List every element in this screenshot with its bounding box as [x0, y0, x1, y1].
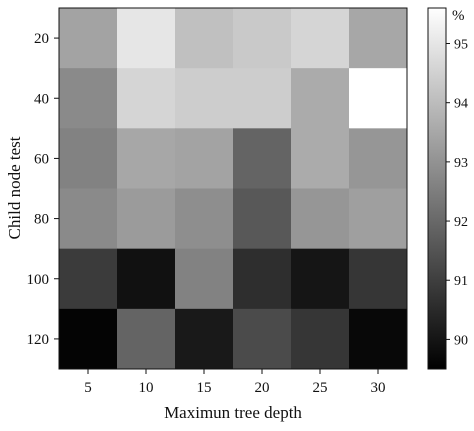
x-axis-ticks: 5 10 15 20 25 30	[84, 369, 386, 396]
colorbar-ticks: 90 91 92 93 94 95	[446, 38, 468, 348]
heatmap-cell	[117, 128, 176, 189]
colorbar-unit-label: %	[452, 8, 465, 24]
y-tick-label: 40	[34, 91, 49, 107]
heatmap-cell	[59, 8, 118, 69]
heatmap-cell	[59, 128, 118, 189]
x-tick-label: 20	[255, 380, 270, 396]
colorbar-tick-label: 94	[454, 97, 468, 112]
heatmap-cell	[349, 68, 408, 129]
colorbar-tick-label: 95	[454, 38, 468, 53]
heatmap-cell	[175, 128, 234, 189]
x-tick-label: 30	[371, 380, 386, 396]
heatmap-cell	[117, 188, 176, 250]
heatmap-cell	[175, 68, 234, 129]
y-tick-label: 20	[34, 31, 49, 47]
y-axis-title: Child node test	[5, 136, 24, 239]
heatmap-cell	[59, 188, 118, 250]
heatmap-cell	[291, 188, 350, 250]
x-tick-label: 15	[197, 380, 212, 396]
heatmap-cell	[233, 8, 292, 69]
heatmap-cell	[175, 188, 234, 250]
heatmap-cell	[349, 188, 408, 250]
y-axis-ticks: 20 40 60 80 100 120	[27, 31, 59, 348]
heatmap-cell	[175, 248, 234, 310]
heatmap-cell	[59, 68, 118, 129]
heatmap-cell	[233, 128, 292, 189]
heatmap-cell	[349, 308, 408, 370]
colorbar	[427, 7, 447, 370]
heatmap-cell	[233, 68, 292, 129]
heatmap-cells	[59, 8, 408, 370]
x-axis-title: Maximun tree depth	[164, 403, 302, 422]
heatmap-cell	[117, 8, 176, 69]
heatmap-cell	[233, 248, 292, 310]
plot-frame	[58, 7, 408, 370]
y-tick-label: 120	[27, 332, 50, 348]
heatmap-cell	[59, 308, 118, 370]
heatmap-cell	[59, 248, 118, 310]
colorbar-tick-label: 92	[454, 215, 468, 230]
heatmap-cell	[349, 8, 408, 69]
heatmap-cell	[291, 308, 350, 370]
colorbar-tick-label: 91	[454, 274, 468, 289]
heatmap-cell	[233, 308, 292, 370]
heatmap-cell	[117, 248, 176, 310]
heatmap-cell	[175, 8, 234, 69]
y-tick-label: 80	[34, 212, 49, 228]
heatmap-cell	[175, 308, 234, 370]
colorbar-tick-label: 93	[454, 156, 468, 171]
x-tick-label: 10	[139, 380, 154, 396]
heatmap-cell	[291, 128, 350, 189]
x-tick-label: 25	[313, 380, 328, 396]
heatmap-cell	[291, 68, 350, 129]
y-tick-label: 100	[27, 272, 50, 288]
heatmap-cell	[117, 308, 176, 370]
heatmap-cell	[117, 68, 176, 129]
y-tick-label: 60	[34, 151, 49, 167]
x-tick-label: 5	[84, 380, 92, 396]
heatmap-cell	[291, 8, 350, 69]
heatmap-cell	[349, 248, 408, 310]
colorbar-tick-label: 90	[454, 333, 468, 348]
heatmap-cell	[291, 248, 350, 310]
heatmap-cell	[349, 128, 408, 189]
heatmap-cell	[233, 188, 292, 250]
